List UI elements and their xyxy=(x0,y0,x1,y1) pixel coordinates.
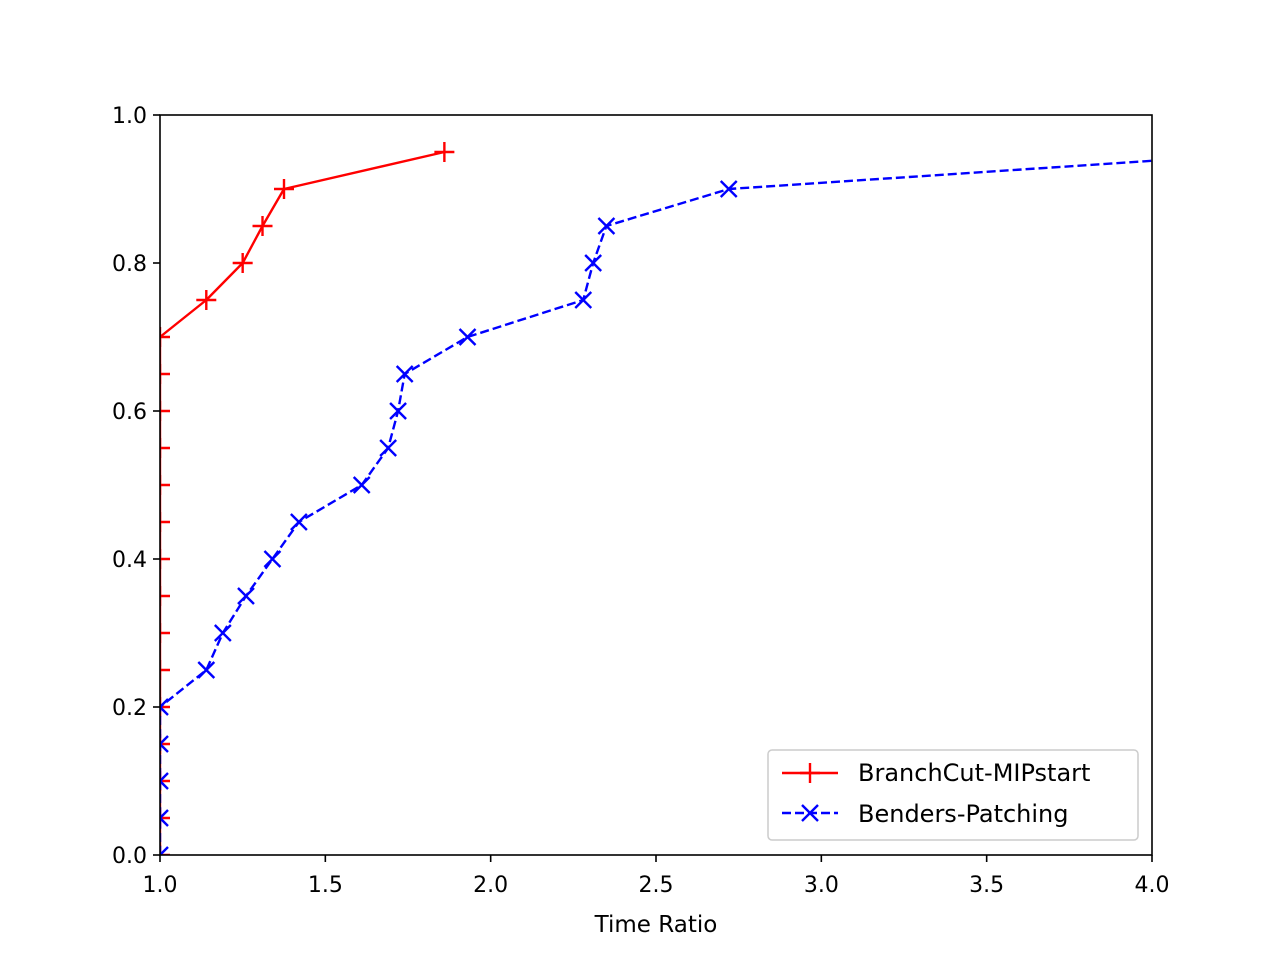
y-axis: 0.0 0.2 0.4 0.6 0.8 1.0 xyxy=(112,104,160,869)
data-point-benders xyxy=(160,772,169,790)
x-tick-label: 2.0 xyxy=(473,873,508,898)
x-axis: 1.0 1.5 2.0 2.5 3.0 3.5 4.0 xyxy=(143,855,1170,898)
data-point-benders xyxy=(458,328,477,346)
series-line-benders xyxy=(160,159,1152,855)
x-axis-label: Time Ratio xyxy=(594,912,718,938)
data-point-benders xyxy=(213,624,232,642)
x-tick-label: 1.0 xyxy=(143,873,178,898)
data-point-branchcut xyxy=(160,771,170,791)
x-tick-label: 3.0 xyxy=(804,873,839,898)
data-point-benders xyxy=(197,661,216,679)
plot-area xyxy=(160,142,1152,855)
legend-marker-branchcut xyxy=(800,763,820,783)
data-point-branchcut xyxy=(160,327,170,347)
data-point-branchcut xyxy=(160,364,170,384)
x-tick-label: 4.0 xyxy=(1135,873,1170,898)
data-point-benders xyxy=(160,698,169,716)
data-point-benders xyxy=(160,846,169,855)
legend-label-benders: Benders-Patching xyxy=(858,800,1069,828)
legend-marker-benders xyxy=(801,804,819,822)
data-point-branchcut xyxy=(160,475,170,495)
data-point-branchcut xyxy=(160,512,170,532)
data-point-benders xyxy=(574,291,593,309)
y-tick-label: 0.8 xyxy=(112,252,147,277)
x-tick-label: 3.5 xyxy=(969,873,1004,898)
data-point-branchcut xyxy=(232,253,253,273)
data-point-branchcut xyxy=(274,179,294,199)
legend-box xyxy=(767,749,1139,841)
data-point-branchcut xyxy=(160,697,170,717)
y-tick-label: 0.6 xyxy=(112,400,147,425)
data-point-benders xyxy=(352,476,371,494)
data-point-branchcut xyxy=(160,808,170,828)
data-point-branchcut xyxy=(160,586,170,606)
legend: BranchCut-MIPstart Benders-Patching xyxy=(767,749,1139,841)
data-point-branchcut xyxy=(160,734,170,754)
data-point-benders xyxy=(719,180,738,198)
y-tick-label: 0.4 xyxy=(112,548,147,573)
data-point-benders xyxy=(389,402,407,420)
data-point-benders xyxy=(263,550,282,568)
series-line-branchcut xyxy=(160,150,445,855)
data-point-benders xyxy=(160,809,169,827)
legend-sample-benders xyxy=(782,804,838,822)
y-tick-label: 0.2 xyxy=(112,696,147,721)
data-point-benders xyxy=(290,513,308,531)
data-point-benders xyxy=(584,254,603,272)
data-point-branchcut xyxy=(160,401,170,421)
data-point-branchcut xyxy=(160,660,170,680)
data-point-benders xyxy=(237,587,255,605)
x-tick-label: 1.5 xyxy=(308,873,343,898)
legend-sample-branchcut xyxy=(782,763,838,783)
data-point-benders xyxy=(379,439,398,457)
data-point-branchcut xyxy=(434,142,455,162)
y-tick-label: 1.0 xyxy=(112,104,147,129)
data-point-benders xyxy=(395,365,414,383)
data-point-branchcut xyxy=(252,216,273,236)
data-point-benders xyxy=(597,217,616,235)
data-point-benders xyxy=(160,735,169,753)
data-point-branchcut xyxy=(160,438,170,458)
legend-label-branchcut: BranchCut-MIPstart xyxy=(858,759,1090,787)
y-tick-label: 0.0 xyxy=(112,844,147,869)
data-point-branchcut xyxy=(160,623,170,643)
data-point-branchcut xyxy=(160,549,170,569)
data-point-branchcut xyxy=(196,290,217,310)
x-tick-label: 2.5 xyxy=(639,873,674,898)
